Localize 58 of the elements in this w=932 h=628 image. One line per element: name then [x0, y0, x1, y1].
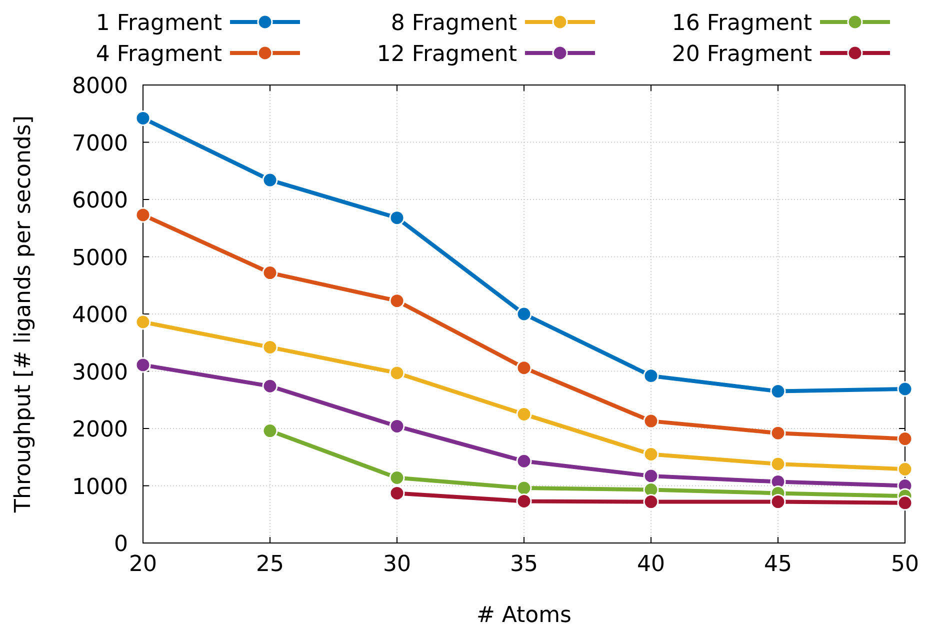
- point: [770, 494, 786, 510]
- x-tick-label: 30: [383, 552, 411, 577]
- x-tick-label: 25: [256, 552, 284, 577]
- y-tick-label: 8000: [72, 74, 128, 99]
- point: [389, 293, 405, 309]
- point: [643, 413, 659, 429]
- legend-label: 1 Fragment: [96, 11, 222, 36]
- y-tick-label: 7000: [72, 131, 128, 156]
- point: [516, 480, 532, 496]
- y-axis-title: Throughput [# ligands per seconds]: [11, 116, 36, 514]
- point: [389, 470, 405, 486]
- y-tick-label: 1000: [72, 474, 128, 500]
- point: [135, 314, 151, 330]
- point: [770, 456, 786, 472]
- point: [897, 381, 913, 397]
- point: [389, 365, 405, 381]
- x-tick-label: 40: [637, 552, 665, 577]
- x-tick-label: 35: [510, 552, 538, 577]
- point: [516, 453, 532, 469]
- y-tick-label: 5000: [72, 246, 128, 271]
- point: [135, 110, 151, 126]
- y-tick-label: 6000: [72, 188, 128, 214]
- point: [897, 495, 913, 511]
- legend-label: 20 Fragment: [672, 42, 812, 67]
- point: [389, 418, 405, 434]
- point: [897, 461, 913, 477]
- legend-label: 8 Fragment: [390, 11, 518, 36]
- point: [643, 494, 659, 510]
- y-tick-label: 2000: [72, 418, 128, 442]
- x-tick-label: 45: [764, 552, 792, 577]
- point: [643, 368, 659, 384]
- point: [262, 339, 278, 355]
- x-axis-title: # Atoms: [476, 603, 572, 628]
- point: [262, 423, 278, 439]
- x-tick-label: 50: [891, 552, 919, 577]
- point: [262, 378, 278, 394]
- point: [135, 357, 151, 373]
- point: [643, 446, 659, 462]
- point: [770, 384, 786, 400]
- legend-label: 16 Fragment: [672, 11, 812, 36]
- point: [897, 431, 913, 447]
- point: [389, 210, 405, 226]
- y-tick-label: 4000: [72, 303, 128, 328]
- point: [262, 172, 278, 188]
- point: [516, 360, 532, 376]
- x-tick-label: 20: [129, 552, 157, 577]
- legend-label: 12 Fragment: [376, 42, 518, 67]
- y-tick-label: 3000: [72, 360, 128, 386]
- point: [389, 485, 405, 501]
- point: [770, 425, 786, 441]
- point: [643, 468, 659, 484]
- point: [262, 265, 278, 281]
- legend-label: 4 Fragment: [96, 42, 222, 67]
- y-tick-label: 0: [114, 532, 128, 557]
- point: [135, 207, 151, 223]
- point: [516, 406, 532, 422]
- point: [516, 306, 532, 322]
- point: [516, 493, 532, 509]
